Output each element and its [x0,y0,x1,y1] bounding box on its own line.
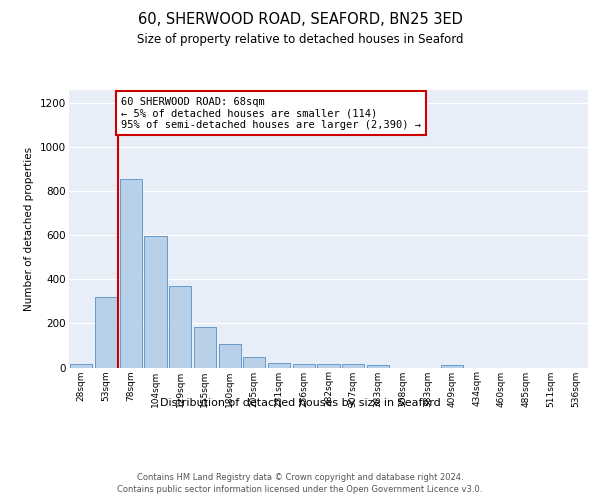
Bar [268,362,290,368]
Bar [342,364,364,368]
Bar [243,357,265,368]
Text: 60, SHERWOOD ROAD, SEAFORD, BN25 3ED: 60, SHERWOOD ROAD, SEAFORD, BN25 3ED [137,12,463,28]
Bar [70,364,92,368]
Bar [169,286,191,368]
Bar [119,179,142,368]
Bar [194,327,216,368]
Y-axis label: Number of detached properties: Number of detached properties [25,146,34,311]
Text: Distribution of detached houses by size in Seaford: Distribution of detached houses by size … [160,398,440,407]
Text: 60 SHERWOOD ROAD: 68sqm
← 5% of detached houses are smaller (114)
95% of semi-de: 60 SHERWOOD ROAD: 68sqm ← 5% of detached… [121,96,421,130]
Bar [441,365,463,368]
Bar [367,366,389,368]
Text: Size of property relative to detached houses in Seaford: Size of property relative to detached ho… [137,32,463,46]
Text: Contains HM Land Registry data © Crown copyright and database right 2024.
Contai: Contains HM Land Registry data © Crown c… [118,472,482,494]
Bar [293,364,315,368]
Bar [95,298,117,368]
Bar [145,236,167,368]
Bar [317,364,340,368]
Bar [218,344,241,368]
